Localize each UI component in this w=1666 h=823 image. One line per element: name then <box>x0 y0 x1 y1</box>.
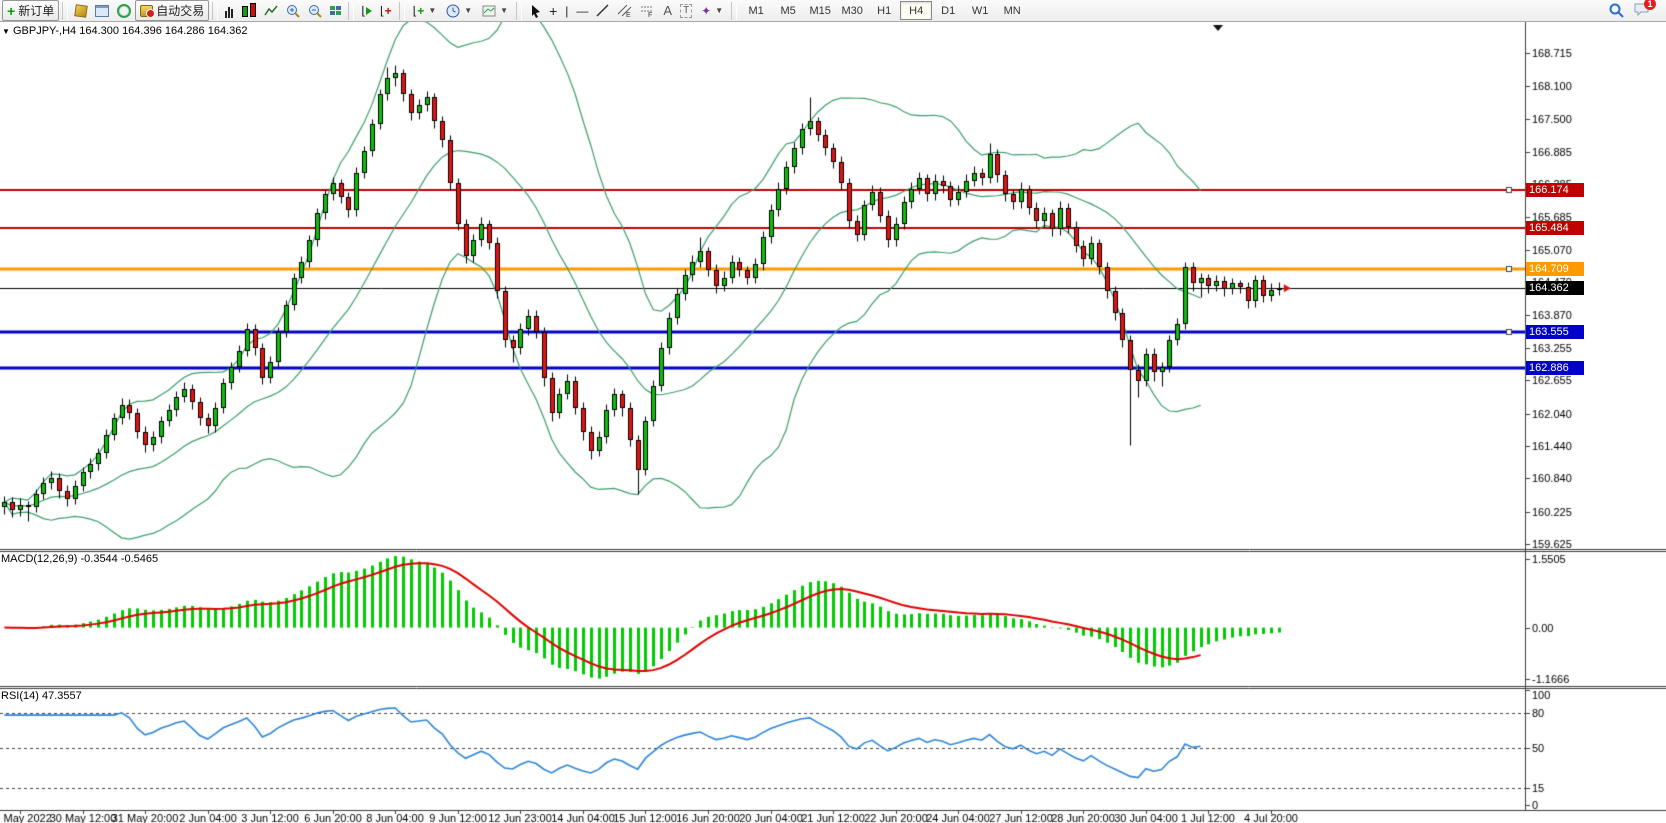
arrows-button[interactable]: ✦ ▼ <box>696 0 728 21</box>
fibonacci-icon: F <box>641 6 654 17</box>
autotrading-button[interactable]: 自动交易 <box>135 0 210 21</box>
toolbar-separator <box>516 1 523 20</box>
horizontal-line-button[interactable]: — <box>572 0 592 21</box>
new-order-button[interactable]: + 新订单 <box>2 0 60 21</box>
templates-icon <box>482 5 496 16</box>
candlestick-chart-button[interactable] <box>238 0 260 21</box>
zoom-out-button[interactable] <box>304 0 326 21</box>
tile-windows-icon <box>330 6 342 15</box>
chevron-down-icon: ▼ <box>464 6 473 15</box>
data-window-icon <box>95 4 110 17</box>
chart-canvas[interactable] <box>0 22 1666 823</box>
text-icon: A <box>663 2 673 18</box>
chart-shift-button[interactable]: ⌊+ <box>376 0 396 21</box>
timeframe-mn[interactable]: MN <box>1003 4 1021 17</box>
timeframe-w1[interactable]: W1 <box>971 4 989 17</box>
bar-chart-button[interactable] <box>221 0 238 21</box>
tile-windows-button[interactable] <box>326 0 345 21</box>
crosshair-button[interactable]: + <box>545 0 561 21</box>
horizontal-line-icon: — <box>576 3 589 18</box>
text-button[interactable]: A <box>659 0 676 21</box>
periods-button[interactable]: ▼ <box>441 0 477 21</box>
vertical-line-icon: | <box>565 3 569 18</box>
autotrading-label: 自动交易 <box>156 4 205 18</box>
text-label-button[interactable]: T <box>676 0 696 21</box>
timeframe-h1[interactable]: H1 <box>877 4 892 17</box>
toolbar-separator <box>212 1 219 20</box>
candlestick-chart-icon <box>242 3 257 17</box>
trendline-icon <box>596 4 609 17</box>
chat-button[interactable]: 1 <box>1634 0 1656 19</box>
chat-badge: 1 <box>1644 0 1656 10</box>
cursor-button[interactable] <box>525 0 545 21</box>
equidistant-channel-button[interactable]: E <box>613 0 636 21</box>
indicators-button[interactable]: ⌊+ ▼ <box>408 0 442 21</box>
timeframe-m5[interactable]: M5 <box>780 4 796 17</box>
equidistant-channel-icon: E <box>618 4 632 17</box>
fibonacci-button[interactable]: F <box>636 0 659 21</box>
navigator-button[interactable] <box>113 0 135 21</box>
auto-scroll-icon: ⌊ <box>361 5 372 17</box>
trendline-button[interactable] <box>592 0 613 21</box>
search-icon[interactable] <box>1609 3 1624 18</box>
main-toolbar: + 新订单 自动交易 ⌊ ⌊+ <box>0 0 1666 22</box>
line-chart-button[interactable] <box>260 0 282 21</box>
new-order-icon: + <box>7 2 16 19</box>
bar-chart-icon <box>225 4 234 18</box>
new-order-label: 新订单 <box>18 4 55 18</box>
auto-scroll-button[interactable]: ⌊ <box>357 0 376 21</box>
line-chart-icon <box>264 5 278 15</box>
zoom-out-icon <box>309 4 322 18</box>
toolbar-separator <box>348 1 355 20</box>
timeframe-m30[interactable]: M30 <box>841 4 863 17</box>
indicators-icon: ⌊+ <box>412 3 425 18</box>
timeframe-m15[interactable]: M15 <box>809 4 831 17</box>
crosshair-icon: + <box>549 2 558 19</box>
toolbar-separator <box>62 1 69 20</box>
cursor-icon <box>532 4 541 18</box>
chart-window: ▼ GBPJPY-,H4 164.300 164.396 164.286 164… <box>0 22 1666 823</box>
autotrading-icon <box>140 4 156 18</box>
svg-text:F: F <box>648 12 652 17</box>
text-label-icon: T <box>680 3 693 18</box>
navigator-icon <box>117 3 132 18</box>
timeframe-m1[interactable]: M1 <box>748 4 764 17</box>
toolbar-separator <box>731 1 738 20</box>
chevron-down-icon: ▼ <box>428 6 437 15</box>
zoom-in-button[interactable] <box>282 0 304 21</box>
arrows-icon: ✦ <box>701 3 712 18</box>
templates-button[interactable]: ▼ <box>477 0 513 21</box>
svg-text:E: E <box>626 12 631 17</box>
chart-shift-icon: ⌊+ <box>379 3 392 18</box>
chevron-down-icon: ▼ <box>500 6 509 15</box>
zoom-in-icon <box>287 4 300 18</box>
market-watch-button[interactable] <box>71 0 91 21</box>
timeframe-d1[interactable]: D1 <box>941 4 956 17</box>
market-watch-icon <box>74 3 88 18</box>
chevron-down-icon: ▼ <box>715 6 724 15</box>
vertical-line-button[interactable]: | <box>561 0 572 21</box>
periods-icon <box>446 4 460 17</box>
data-window-button[interactable] <box>91 0 113 21</box>
toolbar-separator <box>398 1 405 20</box>
timeframe-h4[interactable]: H4 <box>900 1 933 20</box>
